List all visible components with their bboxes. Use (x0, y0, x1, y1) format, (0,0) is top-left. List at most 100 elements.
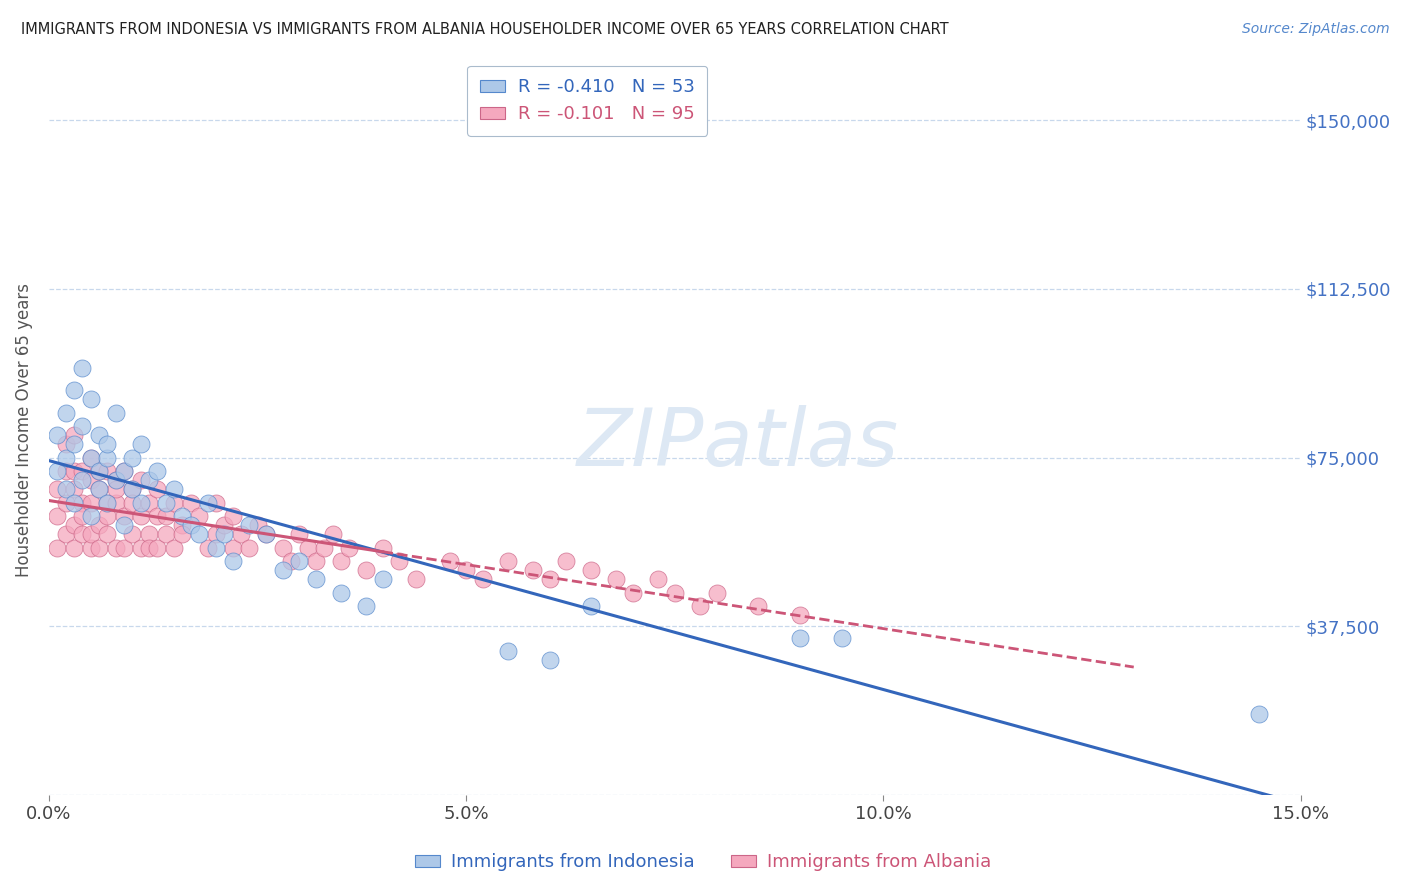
Point (246, 518, 269, 533)
Point (496, 644, 519, 658)
Point (46, 428, 69, 442)
Point (72, 527, 94, 541)
Point (55, 437, 77, 451)
Point (104, 482, 127, 496)
Point (87, 482, 110, 496)
Point (205, 496, 228, 510)
Point (188, 509, 211, 524)
Point (163, 482, 186, 496)
Point (46, 509, 69, 524)
Point (96, 496, 118, 510)
Point (121, 527, 143, 541)
Point (221, 541, 243, 555)
Point (112, 518, 135, 533)
Point (789, 631, 811, 645)
Point (55, 527, 77, 541)
Point (112, 541, 135, 555)
Point (121, 450, 143, 465)
Point (706, 585, 728, 599)
Point (138, 541, 160, 555)
Point (72, 360, 94, 375)
Point (354, 563, 377, 577)
Point (80, 541, 103, 555)
Point (831, 631, 853, 645)
Point (155, 527, 177, 541)
Point (112, 509, 135, 524)
Point (337, 541, 360, 555)
Point (439, 554, 461, 568)
Point (87, 482, 110, 496)
Point (621, 585, 644, 599)
Point (254, 527, 277, 541)
Point (87, 518, 110, 533)
Point (288, 527, 311, 541)
Point (146, 482, 169, 496)
Point (80, 509, 103, 524)
Point (172, 527, 194, 541)
Point (80, 392, 103, 407)
Point (55, 406, 77, 420)
Point (747, 599, 769, 614)
Point (221, 509, 243, 524)
Point (155, 496, 177, 510)
Point (789, 608, 811, 623)
Point (205, 541, 228, 555)
Point (254, 527, 277, 541)
Point (138, 473, 160, 487)
Point (305, 554, 328, 568)
Point (155, 509, 177, 524)
Point (121, 482, 143, 496)
Point (80, 450, 103, 465)
Point (405, 572, 427, 586)
Point (87, 464, 110, 478)
Text: ZIPatlas: ZIPatlas (576, 405, 898, 483)
Point (121, 482, 143, 496)
Point (212, 518, 235, 533)
Legend: R = -0.410   N = 53, R = -0.101   N = 95: R = -0.410 N = 53, R = -0.101 N = 95 (467, 66, 707, 136)
Point (104, 473, 127, 487)
Point (96, 496, 118, 510)
Point (63, 496, 86, 510)
Point (388, 554, 411, 568)
Point (129, 509, 152, 524)
Point (146, 541, 169, 555)
Point (581, 563, 603, 577)
Point (63, 428, 86, 442)
Point (238, 518, 260, 533)
Point (163, 496, 186, 510)
Point (87, 428, 110, 442)
Point (46, 541, 69, 555)
Point (96, 437, 118, 451)
Point (305, 572, 328, 586)
Point (172, 518, 194, 533)
Point (314, 541, 336, 555)
Point (96, 464, 118, 478)
Point (229, 527, 252, 541)
Point (104, 473, 127, 487)
Text: IMMIGRANTS FROM INDONESIA VS IMMIGRANTS FROM ALBANIA HOUSEHOLDER INCOME OVER 65 : IMMIGRANTS FROM INDONESIA VS IMMIGRANTS … (21, 22, 949, 37)
Point (72, 496, 94, 510)
Point (129, 541, 152, 555)
Point (63, 464, 86, 478)
Point (55, 496, 77, 510)
Point (96, 527, 118, 541)
Point (80, 473, 103, 487)
Point (180, 518, 202, 533)
Point (354, 599, 377, 614)
Point (371, 541, 394, 555)
Point (129, 473, 152, 487)
Point (172, 509, 194, 524)
Point (581, 599, 603, 614)
Point (1247, 707, 1270, 722)
Point (188, 527, 211, 541)
Point (205, 527, 228, 541)
Point (605, 572, 627, 586)
Point (297, 541, 319, 555)
Point (72, 419, 94, 434)
Point (180, 496, 202, 510)
Point (63, 437, 86, 451)
Point (271, 563, 294, 577)
Point (96, 509, 118, 524)
Point (664, 585, 686, 599)
Point (538, 653, 561, 667)
